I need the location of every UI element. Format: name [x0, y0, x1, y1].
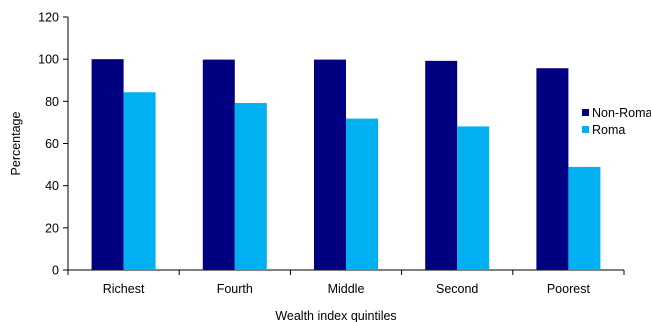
x-tick-label: Second	[436, 282, 478, 296]
legend-label: Non-Roma	[592, 106, 651, 120]
y-tick-label: 80	[45, 95, 59, 109]
legend-swatch	[582, 126, 589, 133]
y-tick-label: 60	[45, 137, 59, 151]
bars	[91, 59, 601, 271]
bar-roma-second	[457, 126, 490, 270]
x-tick-label: Poorest	[547, 282, 591, 296]
legend-label: Roma	[592, 123, 625, 137]
x-axis: Richest Fourth Middle Second Poorest	[67, 269, 625, 296]
bar-roma-middle	[346, 118, 378, 270]
bar-non-roma-fourth	[202, 59, 235, 270]
x-tick-label: Richest	[103, 282, 145, 296]
legend-swatch	[582, 109, 589, 116]
y-tick-label: 20	[45, 221, 59, 235]
bar-non-roma-second	[425, 60, 458, 270]
y-axis: 0 20 40 60 80 100 120	[38, 11, 69, 278]
y-tick-label: 40	[45, 179, 59, 193]
y-tick-label: 120	[38, 11, 59, 25]
y-axis-title: Percentage	[9, 111, 23, 175]
bar-roma-richest	[123, 92, 156, 270]
y-tick-label: 100	[38, 53, 59, 67]
legend: Non-Roma Roma	[582, 106, 651, 137]
x-tick-label: Fourth	[217, 282, 253, 296]
x-tick-label: Middle	[328, 282, 365, 296]
x-axis-title: Wealth index quintiles	[275, 309, 396, 322]
bar-roma-fourth	[234, 103, 267, 271]
bar-non-roma-middle	[314, 59, 346, 270]
bar-roma-poorest	[568, 166, 601, 270]
bar-non-roma-richest	[91, 59, 124, 270]
y-tick-label: 0	[52, 264, 59, 278]
bar-non-roma-poorest	[536, 68, 569, 270]
